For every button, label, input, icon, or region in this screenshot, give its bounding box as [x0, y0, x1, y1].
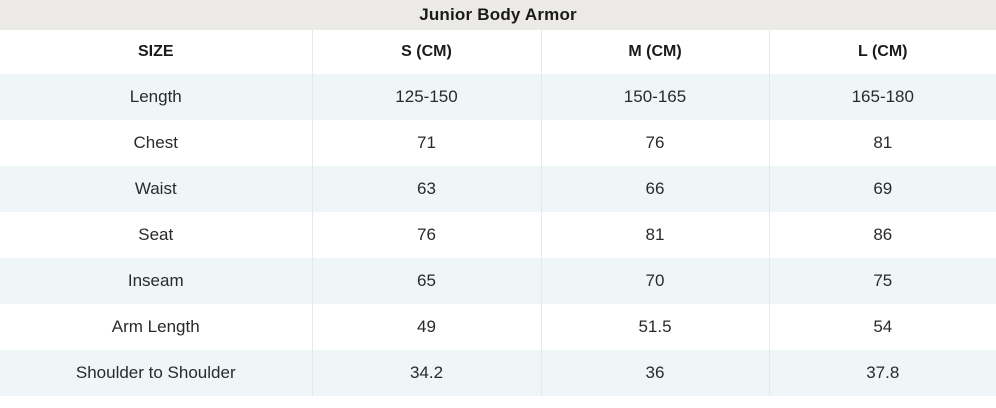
header-medium: M (CM) [540, 30, 769, 74]
cell-small: 63 [311, 166, 541, 212]
row-label: Chest [0, 120, 312, 166]
table-row: Shoulder to Shoulder 34.2 36 37.8 [0, 350, 996, 396]
cell-medium: 70 [540, 258, 769, 304]
row-label: Shoulder to Shoulder [0, 350, 312, 396]
cell-large: 86 [768, 212, 996, 258]
header-size: SIZE [0, 30, 312, 74]
cell-small: 71 [311, 120, 541, 166]
cell-large: 165-180 [768, 74, 996, 120]
cell-large: 54 [768, 304, 996, 350]
table-header-row: SIZE S (CM) M (CM) L (CM) [0, 30, 996, 74]
cell-small: 49 [311, 304, 541, 350]
table-title-row: Junior Body Armor [0, 0, 996, 30]
table-row: Waist 63 66 69 [0, 166, 996, 212]
cell-large: 69 [768, 166, 996, 212]
table-row: Chest 71 76 81 [0, 120, 996, 166]
cell-small: 65 [311, 258, 541, 304]
row-label: Length [0, 74, 312, 120]
cell-medium: 81 [540, 212, 769, 258]
table-row: Arm Length 49 51.5 54 [0, 304, 996, 350]
table-row: Inseam 65 70 75 [0, 258, 996, 304]
cell-small: 76 [311, 212, 541, 258]
cell-large: 37.8 [768, 350, 996, 396]
row-label: Arm Length [0, 304, 312, 350]
cell-large: 81 [768, 120, 996, 166]
cell-small: 34.2 [311, 350, 541, 396]
row-label: Seat [0, 212, 312, 258]
cell-large: 75 [768, 258, 996, 304]
cell-medium: 36 [540, 350, 769, 396]
cell-medium: 150-165 [540, 74, 769, 120]
header-large: L (CM) [768, 30, 996, 74]
header-small: S (CM) [311, 30, 541, 74]
cell-small: 125-150 [311, 74, 541, 120]
cell-medium: 51.5 [540, 304, 769, 350]
table-row: Seat 76 81 86 [0, 212, 996, 258]
cell-medium: 76 [540, 120, 769, 166]
row-label: Inseam [0, 258, 312, 304]
row-label: Waist [0, 166, 312, 212]
table-title: Junior Body Armor [0, 0, 996, 30]
cell-medium: 66 [540, 166, 769, 212]
size-chart-table: Junior Body Armor SIZE S (CM) M (CM) L (… [0, 0, 996, 396]
table-row: Length 125-150 150-165 165-180 [0, 74, 996, 120]
